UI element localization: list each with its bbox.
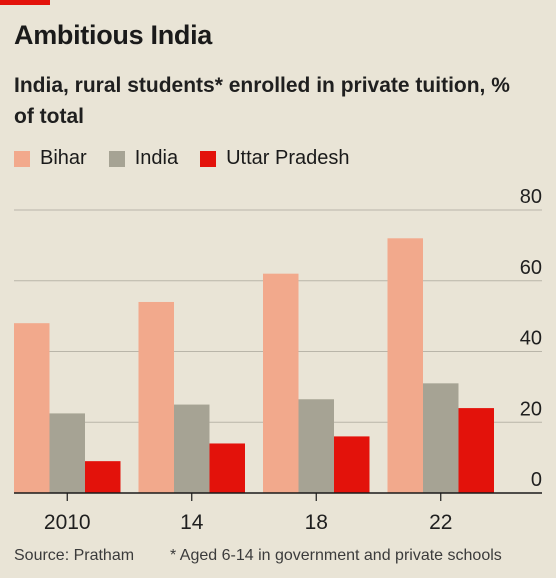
accent-tag xyxy=(0,0,50,5)
x-tick-label-2010: 2010 xyxy=(44,511,91,534)
bar-india-22 xyxy=(423,383,459,493)
bar-bihar-18 xyxy=(263,273,299,493)
y-tick-label-60: 60 xyxy=(520,257,542,279)
y-tick-label-80: 80 xyxy=(520,186,542,208)
legend-label-india: India xyxy=(134,147,179,169)
legend-item-india: India xyxy=(108,147,179,170)
legend-item-bihar: Bihar xyxy=(14,147,87,170)
bar-india-14 xyxy=(174,404,210,493)
footnote: * Aged 6-14 in government and private sc… xyxy=(170,547,502,564)
legend: Bihar India Uttar Pradesh xyxy=(14,147,371,170)
chart-subtitle: India, rural students* enrolled in priva… xyxy=(14,74,510,128)
bar-india-2010 xyxy=(49,413,85,493)
legend-label-uttar-pradesh: Uttar Pradesh xyxy=(226,147,350,169)
x-tick-label-18: 18 xyxy=(305,511,328,534)
bar-uttar-pradesh-2010 xyxy=(85,461,121,493)
legend-item-uttar-pradesh: Uttar Pradesh xyxy=(200,147,349,170)
bar-uttar-pradesh-22 xyxy=(458,408,494,493)
chart-title: Ambitious India xyxy=(14,20,213,50)
y-tick-label-20: 20 xyxy=(520,398,542,420)
y-tick-label-40: 40 xyxy=(520,328,542,350)
bar-uttar-pradesh-18 xyxy=(334,436,370,493)
y-tick-label-0: 0 xyxy=(531,469,542,491)
legend-swatch-bihar xyxy=(14,150,30,167)
bar-india-18 xyxy=(298,399,334,493)
legend-swatch-uttar-pradesh xyxy=(200,150,217,167)
legend-label-bihar: Bihar xyxy=(40,147,87,169)
x-tick-label-14: 14 xyxy=(180,511,204,534)
source-note: Source: Pratham xyxy=(14,547,135,564)
bar-chart: 0 20 40 60 80 2010 14 18 22 xyxy=(14,186,542,534)
x-tick-label-22: 22 xyxy=(429,511,452,534)
bar-uttar-pradesh-14 xyxy=(209,443,245,493)
bar-bihar-22 xyxy=(387,238,423,493)
bar-bihar-14 xyxy=(138,301,174,493)
legend-swatch-india xyxy=(108,150,125,167)
bar-bihar-2010 xyxy=(14,323,50,493)
